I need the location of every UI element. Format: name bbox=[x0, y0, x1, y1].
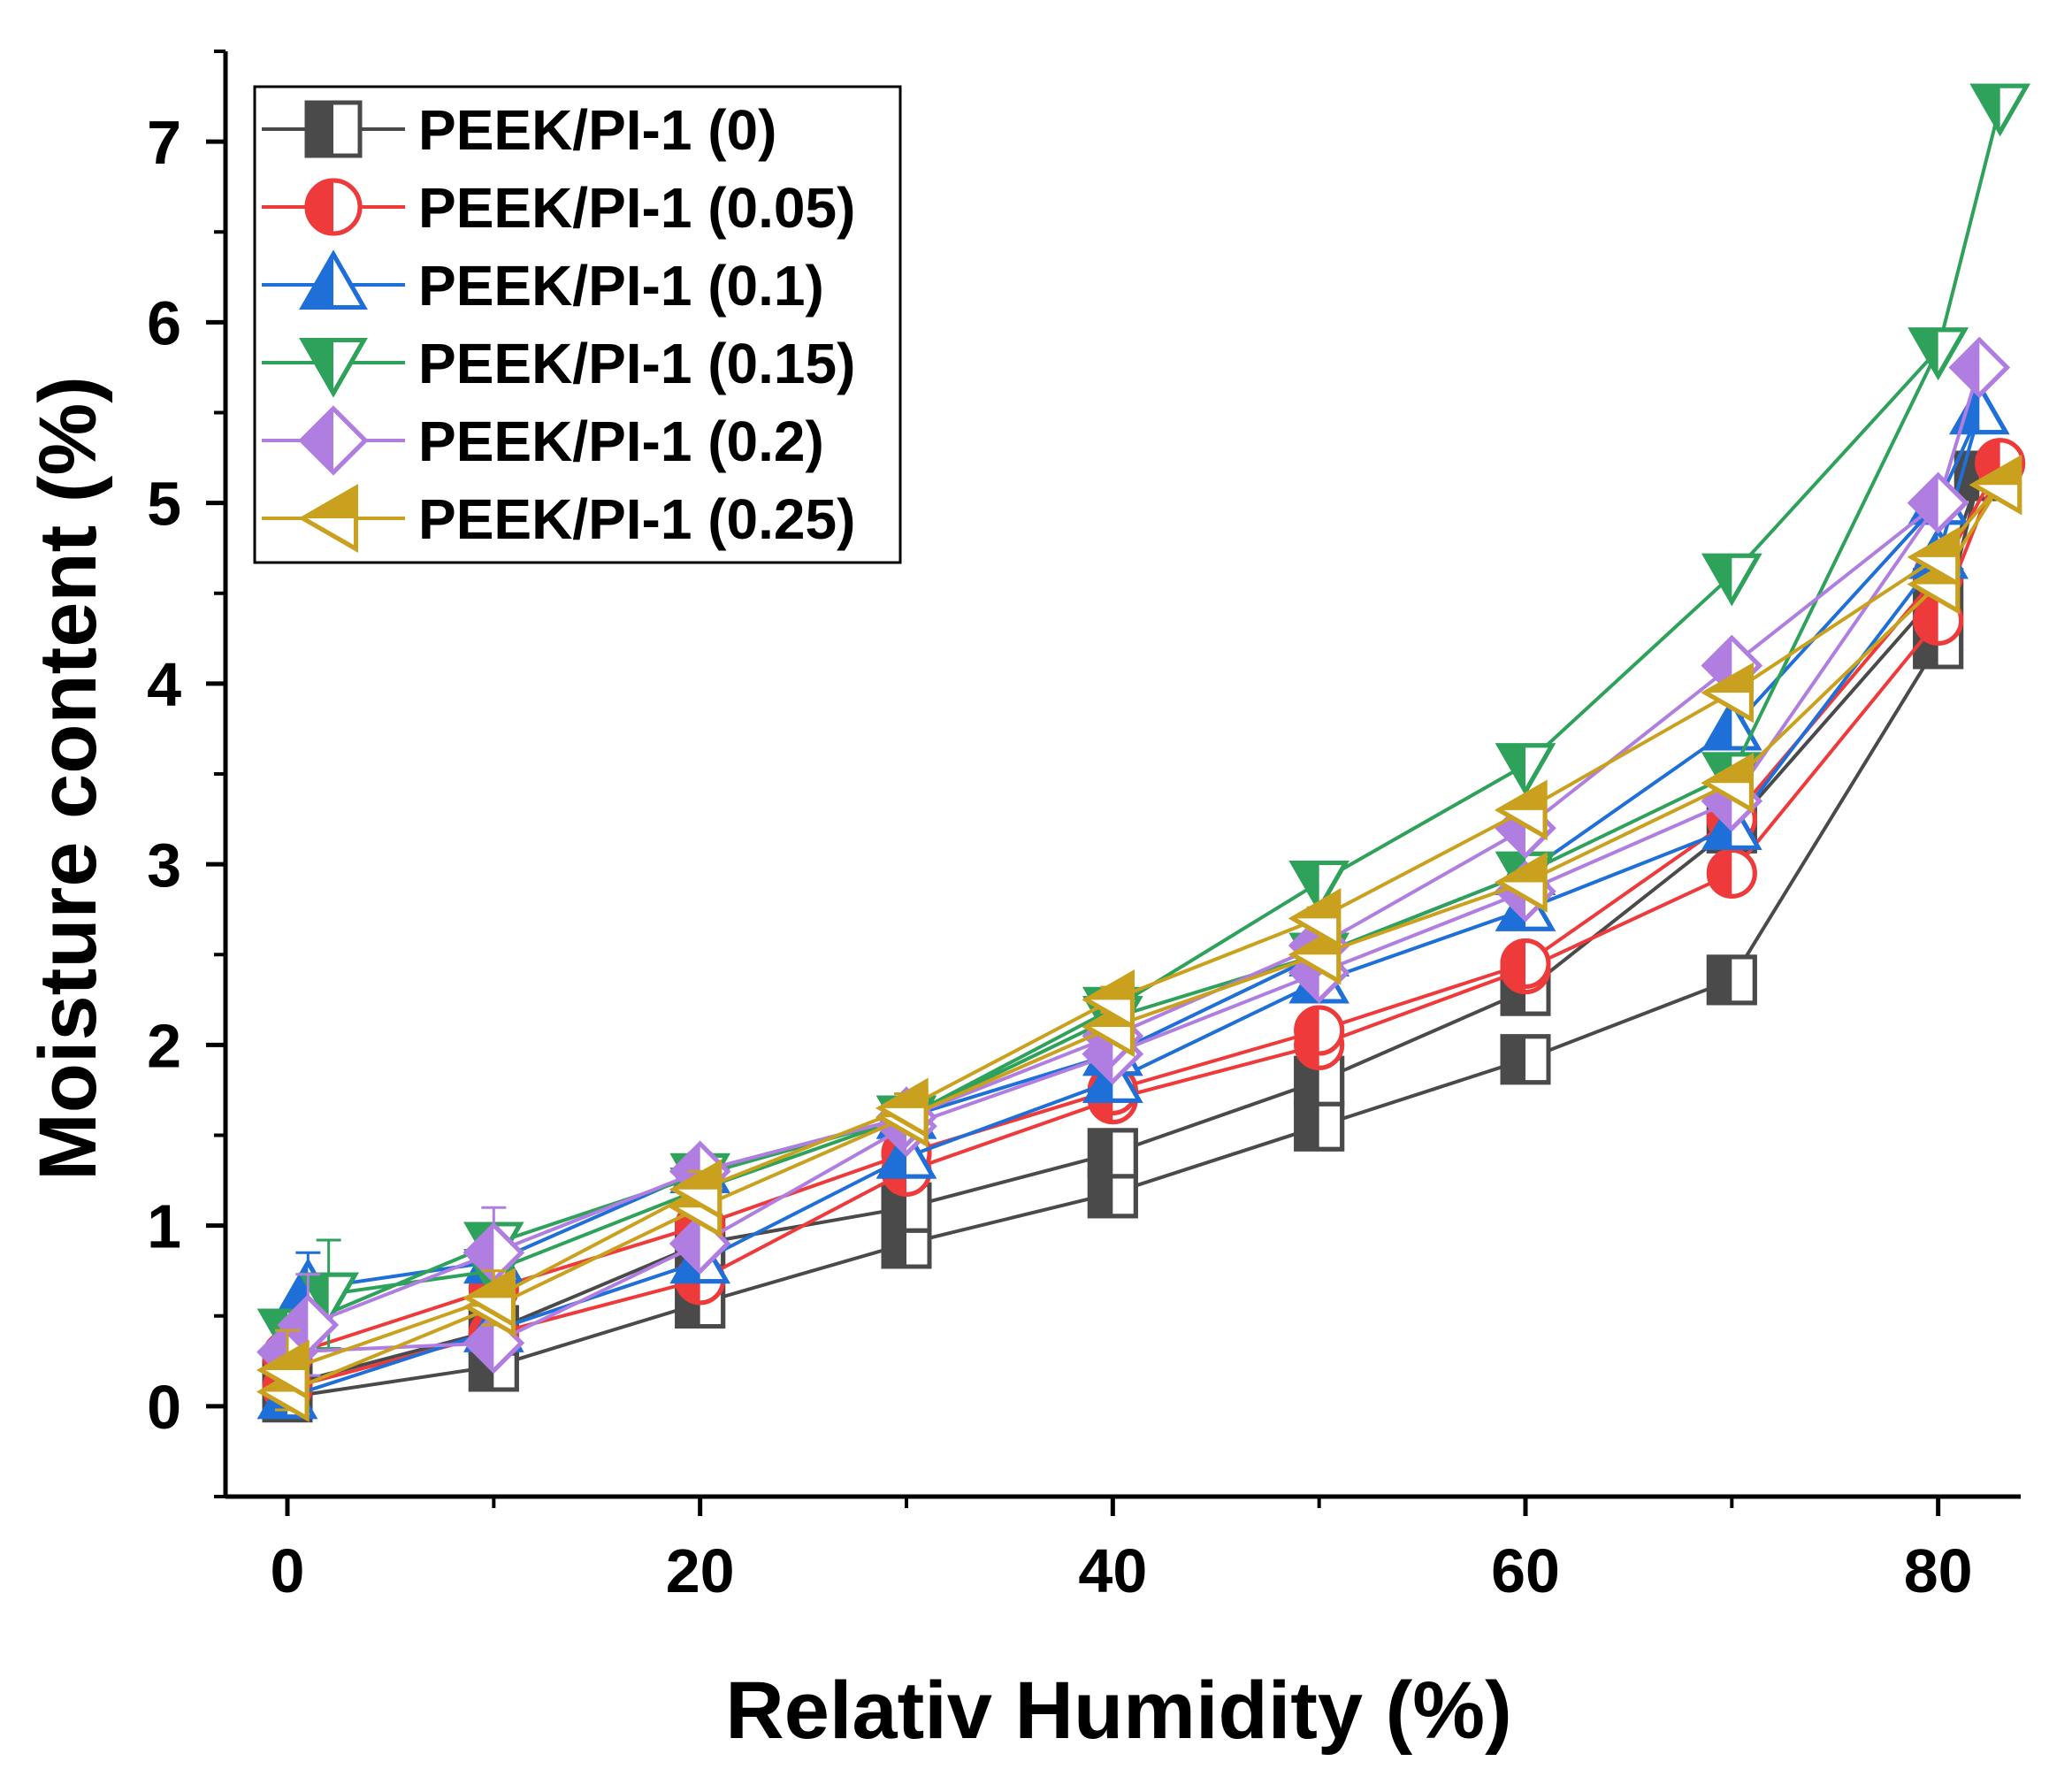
data-point bbox=[1288, 860, 1349, 914]
data-point bbox=[1495, 852, 1548, 913]
data-point bbox=[1706, 954, 1757, 1006]
data-point bbox=[1701, 698, 1762, 751]
data-point bbox=[298, 1272, 359, 1326]
legend-item: PEEK/PI-1 (0.2) bbox=[262, 405, 824, 476]
legend-label: PEEK/PI-1 (0) bbox=[418, 98, 776, 162]
data-point bbox=[1082, 969, 1135, 1030]
series-line bbox=[287, 474, 1982, 1399]
data-point bbox=[1908, 327, 1969, 380]
legend-label: PEEK/PI-1 (0.15) bbox=[418, 332, 855, 395]
data-point bbox=[1907, 526, 1961, 588]
y-axis: 0 1 2 3 4 5 6 7 bbox=[147, 50, 226, 1498]
data-point bbox=[1294, 1100, 1345, 1152]
data-point bbox=[1495, 743, 1556, 796]
legend-marker bbox=[298, 484, 358, 553]
y-tick-label: 3 bbox=[147, 831, 181, 900]
data-point bbox=[1500, 1034, 1551, 1085]
data-point bbox=[1500, 938, 1551, 989]
legend-item: PEEK/PI-1 (0.15) bbox=[262, 332, 855, 398]
x-tick-label: 80 bbox=[1904, 1536, 1973, 1605]
legend-label: PEEK/PI-1 (0.05) bbox=[418, 176, 855, 240]
legend-marker bbox=[299, 249, 368, 310]
data-point bbox=[1701, 553, 1762, 607]
data-point bbox=[1495, 779, 1548, 841]
x-tick-label: 20 bbox=[666, 1536, 735, 1605]
data-point bbox=[463, 1267, 516, 1329]
series-1 bbox=[262, 438, 2026, 1413]
data-point bbox=[1969, 454, 2022, 516]
legend-item: PEEK/PI-1 (0.1) bbox=[262, 249, 824, 318]
legend-marker bbox=[298, 405, 369, 476]
data-point bbox=[1706, 847, 1757, 899]
x-axis-title: Relativ Humidity (%) bbox=[725, 1666, 1511, 1756]
data-point bbox=[1701, 662, 1754, 724]
data-point bbox=[1969, 83, 2030, 137]
y-tick-label: 0 bbox=[147, 1373, 181, 1442]
data-point bbox=[1701, 752, 1754, 814]
legend-box bbox=[253, 85, 902, 564]
data-point bbox=[1087, 1128, 1138, 1179]
series-0 bbox=[262, 450, 2005, 1423]
legend-label: PEEK/PI-1 (0.2) bbox=[418, 410, 824, 473]
data-point bbox=[1907, 471, 1969, 534]
x-axis: 0 20 40 60 80 bbox=[271, 1497, 1973, 1605]
legend-item: PEEK/PI-1 (0) bbox=[262, 98, 776, 162]
y-tick-label: 1 bbox=[147, 1192, 181, 1261]
legend-marker bbox=[299, 338, 368, 398]
y-tick-label: 7 bbox=[147, 108, 181, 177]
y-axis-title: Moisture content (%) bbox=[23, 376, 113, 1181]
data-point bbox=[1288, 888, 1342, 949]
data-point bbox=[1948, 336, 2011, 399]
data-point bbox=[1087, 1168, 1138, 1219]
legend-marker bbox=[304, 100, 363, 158]
legend-label: PEEK/PI-1 (0.1) bbox=[418, 254, 824, 318]
x-tick-label: 60 bbox=[1491, 1536, 1560, 1605]
series-5 bbox=[256, 454, 2022, 1422]
y-tick-label: 4 bbox=[147, 650, 181, 719]
data-point bbox=[875, 1077, 929, 1139]
legend-item: PEEK/PI-1 (0.25) bbox=[262, 484, 855, 553]
data-point bbox=[256, 1339, 310, 1401]
data-point bbox=[1288, 924, 1342, 985]
data-point bbox=[669, 1159, 723, 1221]
y-tick-label: 5 bbox=[147, 470, 181, 539]
x-tick-label: 40 bbox=[1078, 1536, 1147, 1605]
y-tick-label: 2 bbox=[147, 1011, 181, 1080]
series-line bbox=[287, 483, 2002, 1394]
legend-label: PEEK/PI-1 (0.25) bbox=[418, 487, 855, 551]
data-point bbox=[1294, 1005, 1345, 1056]
series-layer bbox=[256, 83, 2030, 1423]
legend: PEEK/PI-1 (0) PEEK/PI-1 (0.05) PEEK/PI-1 (… bbox=[253, 85, 902, 564]
x-tick-label: 0 bbox=[271, 1536, 305, 1605]
legend-marker bbox=[304, 178, 363, 236]
y-tick-label: 6 bbox=[147, 288, 181, 357]
legend-item: PEEK/PI-1 (0.05) bbox=[262, 176, 855, 240]
